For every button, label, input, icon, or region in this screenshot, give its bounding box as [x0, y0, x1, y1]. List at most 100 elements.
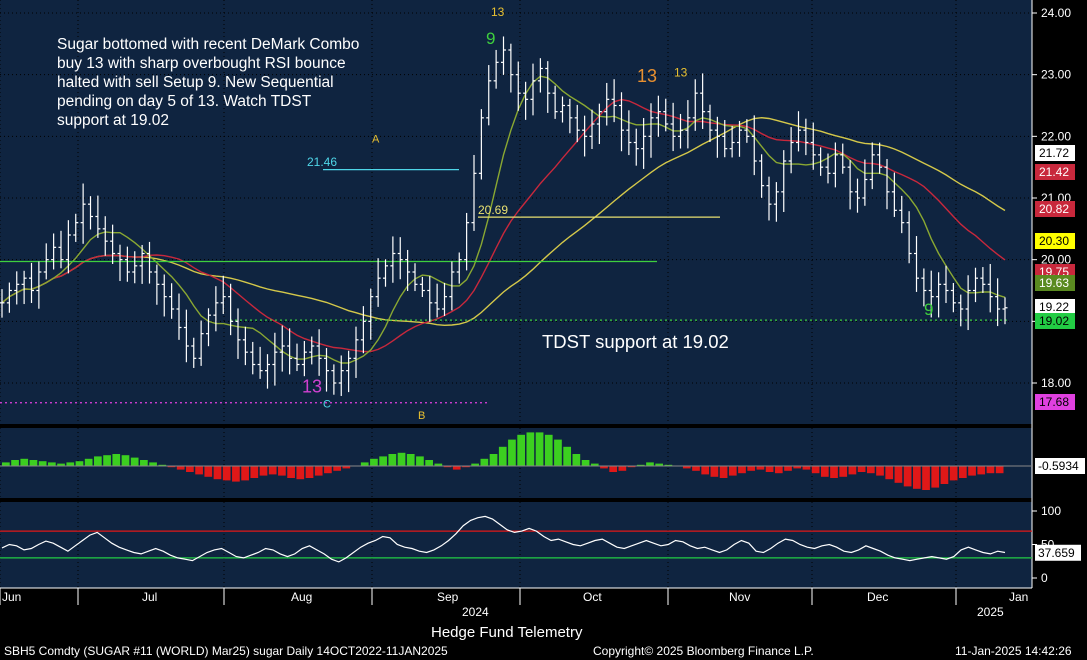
right-label-text: 21.42 — [1039, 165, 1069, 179]
rsi-tick-label: 0 — [1041, 571, 1048, 585]
oscillator-bar — [876, 466, 884, 476]
oscillator-bar — [802, 466, 811, 470]
oscillator-bar — [167, 466, 176, 468]
oscillator-bar — [75, 461, 84, 466]
oscillator-bar — [213, 466, 222, 480]
oscillator-bar — [186, 466, 194, 472]
level-20-69-label: 20.69 — [478, 203, 508, 217]
price-bars — [0, 36, 1008, 396]
oscillator-bar — [140, 460, 148, 466]
oscillator-bar — [84, 458, 93, 466]
right-label-text: 19.63 — [1039, 276, 1069, 290]
oscillator-bar — [968, 466, 976, 476]
oscillator-bar — [250, 466, 259, 478]
price-tick-label: 20.00 — [1041, 253, 1071, 267]
oscillator-bar — [333, 466, 341, 471]
oscillator-bar — [885, 466, 894, 480]
oscillator-bar — [176, 466, 185, 470]
oscillator-label-text: -0.5934 — [1038, 459, 1079, 473]
annotation-line-3: halted with sell Setup 9. New Sequential — [57, 74, 334, 91]
ma-short-line — [1, 75, 1006, 364]
right-label-text: 20.82 — [1039, 202, 1069, 216]
rsi-label-text: 37.659 — [1038, 546, 1075, 560]
oscillator-bar — [719, 466, 728, 478]
x-axis: Jun Jul Aug Sep Oct Nov Dec Jan 2024 2025 — [0, 587, 1032, 619]
oscillator-bar — [949, 466, 958, 481]
rsi-right-label: 37.659 — [1035, 544, 1081, 561]
oscillator-bar — [305, 466, 314, 478]
timestamp: 11-Jan-2025 14:42:26 — [955, 644, 1072, 658]
demark-label: 9 — [486, 29, 495, 48]
oscillator-bar — [278, 466, 286, 476]
oscillator-bar — [609, 466, 618, 472]
oscillator-bar — [793, 466, 802, 469]
x-month-label: Sep — [437, 590, 459, 604]
oscillator-bar — [416, 456, 424, 466]
oscillator-bar — [526, 432, 535, 466]
right-label-box — [1035, 299, 1075, 315]
oscillator-bar — [765, 466, 774, 472]
oscillator-bar — [618, 466, 627, 471]
tdst-lines — [0, 169, 1010, 404]
rsi-panel — [0, 502, 1032, 588]
rsi-line — [0, 515, 1032, 563]
oscillator-bar — [57, 463, 65, 466]
watermark: Hedge Fund Telemetry — [431, 624, 583, 641]
oscillator-bar — [204, 466, 213, 477]
oscillator-bar — [158, 464, 167, 466]
oscillator-bar — [149, 462, 157, 466]
oscillator-bar — [747, 466, 756, 471]
right-label-text: 21.72 — [1039, 146, 1069, 160]
oscillator-bar — [931, 466, 940, 488]
oscillator-bar — [360, 462, 369, 466]
oscillator-bar — [655, 463, 664, 466]
oscillator-bar — [912, 466, 921, 489]
oscillator-bar — [857, 466, 866, 472]
oscillator-bar — [728, 466, 737, 476]
x-year-label: 2024 — [462, 605, 489, 619]
oscillator-bar — [636, 464, 645, 466]
annotation-line-1: Sugar bottomed with recent DeMark Combo — [57, 36, 359, 53]
annotation-line-5: support at 19.02 — [57, 112, 169, 129]
price-tick-label: 24.00 — [1041, 6, 1071, 20]
oscillator-bar — [406, 454, 415, 466]
oscillator-bar — [498, 446, 507, 466]
oscillator-bar — [554, 439, 562, 466]
oscillator-bar — [480, 458, 489, 466]
demark-label: 13 — [637, 66, 657, 86]
right-label-box — [1035, 313, 1075, 329]
oscillator-label-box — [1035, 458, 1085, 474]
right-label-text: 19.02 — [1039, 314, 1069, 328]
oscillator-bar — [397, 452, 406, 466]
right-label-box — [1035, 394, 1075, 410]
ticker-info: SBH5 Comdty (SUGAR #11 (WORLD) Mar25) su… — [4, 644, 448, 658]
oscillator-bar — [600, 466, 608, 469]
oscillator-bar — [682, 466, 691, 469]
oscillator-bar — [370, 458, 378, 466]
oscillator-bar — [268, 466, 277, 475]
oscillator-bar — [241, 466, 249, 481]
oscillator-bar — [535, 432, 544, 466]
oscillator-panel — [0, 428, 1032, 498]
oscillator-bar — [259, 466, 268, 476]
right-label-box — [1035, 145, 1075, 161]
oscillator-bar — [342, 466, 351, 469]
oscillator-bar — [940, 466, 949, 484]
price-panel — [0, 0, 1032, 424]
footer-bar: SBH5 Comdty (SUGAR #11 (WORLD) Mar25) su… — [0, 643, 1087, 660]
oscillator-bar — [544, 434, 553, 466]
oscillator-bar — [710, 466, 719, 477]
x-month-label: Jul — [142, 590, 157, 604]
demark-label: 9 — [924, 300, 933, 319]
demark-label: 13 — [302, 376, 322, 396]
oscillator-bar — [986, 466, 995, 474]
oscillator-bar — [287, 466, 295, 478]
oscillator-bar — [692, 466, 700, 471]
right-label-box — [1035, 233, 1075, 249]
oscillator-bar — [296, 466, 305, 480]
oscillator-bar — [324, 466, 332, 474]
oscillator-bar — [2, 462, 10, 466]
oscillator-bar — [627, 466, 636, 468]
